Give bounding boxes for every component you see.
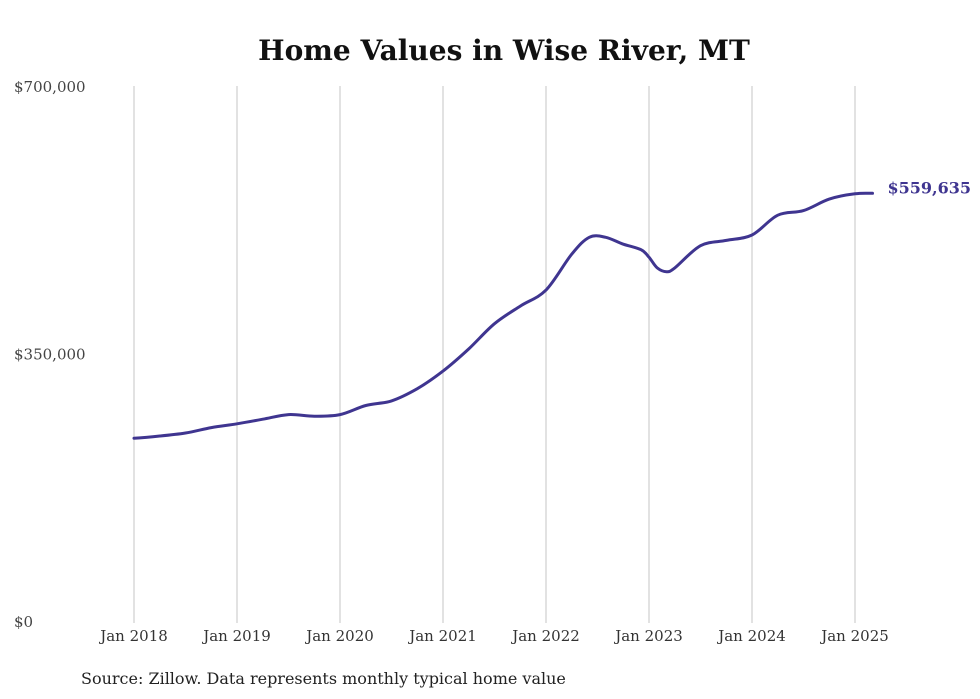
x-tick-label: Jan 2022 <box>510 627 580 645</box>
x-tick-label: Jan 2020 <box>304 627 374 645</box>
x-tick-label: Jan 2021 <box>407 627 477 645</box>
latest-value-label: $559,635 <box>888 178 972 197</box>
x-tick-label: Jan 2024 <box>716 627 786 645</box>
source-note: Source: Zillow. Data represents monthly … <box>81 669 566 688</box>
y-axis-labels: $0 $350,000 $700,000 <box>14 78 86 631</box>
series-layer <box>132 191 874 440</box>
x-axis-labels: Jan 2018 Jan 2019 Jan 2020 Jan 2021 Jan 2022… <box>98 627 889 645</box>
y-tick-label: $0 <box>14 613 33 631</box>
y-tick-label: $700,000 <box>14 78 86 96</box>
vertical-gridlines <box>133 86 856 623</box>
chart-title: Home Values in Wise River, MT <box>258 34 750 67</box>
series-line <box>132 191 874 440</box>
x-tick-label: Jan 2018 <box>98 627 168 645</box>
y-tick-label: $350,000 <box>14 346 86 364</box>
x-tick-label: Jan 2025 <box>819 627 889 645</box>
x-tick-label: Jan 2023 <box>613 627 683 645</box>
x-tick-label: Jan 2019 <box>201 627 271 645</box>
